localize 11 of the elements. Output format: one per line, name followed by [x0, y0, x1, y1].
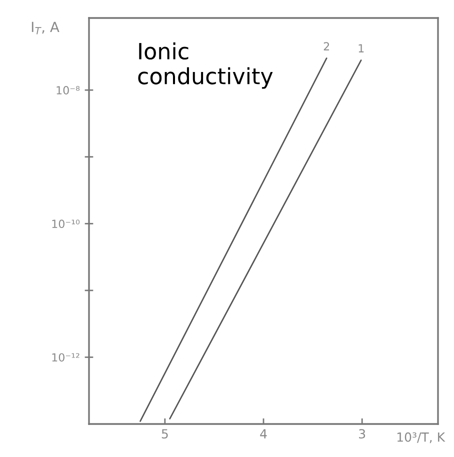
y-axis-title: I$_{T}$, A	[32, 22, 60, 34]
series-label: 1	[358, 44, 364, 52]
y-tick-label: 10⁻¹⁰	[52, 220, 80, 228]
series-label: 2	[324, 42, 330, 50]
x-tick-label: 4	[260, 429, 267, 438]
y-tick-label: 10⁻¹²	[52, 353, 80, 362]
x-axis-title: 10³/T, K	[397, 432, 446, 444]
annotation: Ionic conductivity	[138, 42, 273, 89]
y-tick-label: 10⁻⁸	[56, 86, 80, 94]
x-tick-label: 5	[162, 429, 168, 439]
x-tick-label: 3	[359, 429, 366, 439]
